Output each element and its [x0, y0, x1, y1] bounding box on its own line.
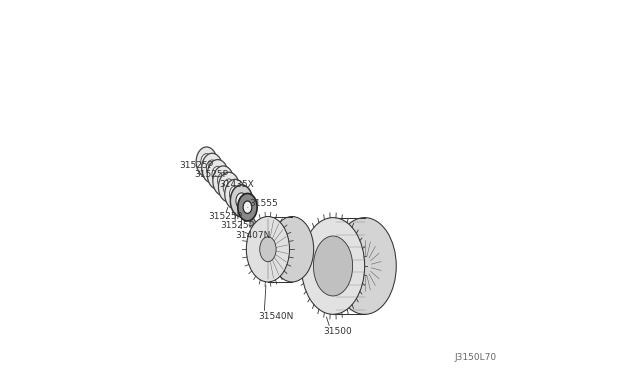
Text: 31500: 31500	[324, 327, 353, 336]
Ellipse shape	[271, 217, 314, 282]
Ellipse shape	[223, 179, 235, 195]
Ellipse shape	[225, 179, 246, 209]
Ellipse shape	[243, 201, 252, 214]
Ellipse shape	[333, 218, 396, 314]
Ellipse shape	[206, 160, 218, 176]
Ellipse shape	[301, 218, 365, 314]
Text: 31525P: 31525P	[220, 221, 254, 230]
Ellipse shape	[213, 166, 234, 196]
Ellipse shape	[246, 217, 289, 282]
Text: 31407N: 31407N	[235, 231, 271, 240]
Ellipse shape	[201, 154, 212, 170]
Text: 31525P: 31525P	[195, 170, 228, 179]
Ellipse shape	[230, 186, 241, 202]
Text: 31555: 31555	[250, 199, 278, 208]
Ellipse shape	[236, 193, 247, 209]
Ellipse shape	[212, 166, 223, 183]
Ellipse shape	[202, 153, 223, 183]
Ellipse shape	[207, 160, 228, 189]
Ellipse shape	[230, 185, 253, 217]
Ellipse shape	[218, 172, 239, 202]
Text: 31540N: 31540N	[259, 312, 294, 321]
Text: 31525P: 31525P	[209, 212, 243, 221]
Ellipse shape	[260, 237, 276, 262]
Ellipse shape	[196, 147, 217, 177]
Ellipse shape	[218, 173, 229, 189]
Text: 31435X: 31435X	[220, 180, 254, 189]
Text: 31525P: 31525P	[179, 161, 213, 170]
Text: J3150L70: J3150L70	[454, 353, 497, 362]
Ellipse shape	[314, 236, 353, 296]
Ellipse shape	[238, 193, 257, 221]
